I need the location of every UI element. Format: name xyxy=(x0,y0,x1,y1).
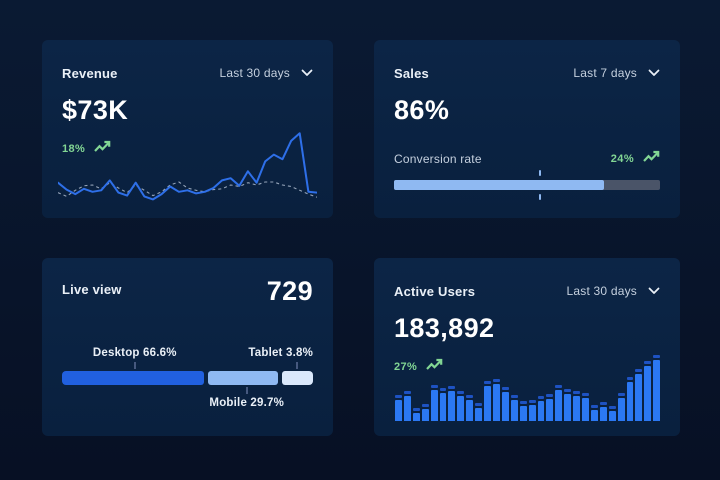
histogram-bar xyxy=(492,378,500,421)
histogram-bar xyxy=(564,389,572,421)
sales-range-select[interactable]: Last 7 days xyxy=(573,64,660,82)
device-split-bar xyxy=(62,371,313,385)
histogram-bar xyxy=(582,393,589,421)
active-users-range-label: Last 30 days xyxy=(566,284,637,298)
sales-card: Sales Last 7 days 86% Conversion rate 24… xyxy=(374,40,680,218)
progress-marker-bottom xyxy=(539,194,542,200)
active-users-title: Active Users xyxy=(394,283,476,299)
mobile-label: Mobile 29.7% xyxy=(209,397,285,409)
conversion-delta-badge: 24% xyxy=(611,150,660,168)
histogram-bar xyxy=(395,395,402,421)
active-users-range-select[interactable]: Last 30 days xyxy=(567,282,660,300)
conversion-delta: 24% xyxy=(610,153,634,165)
conversion-progress-fill xyxy=(394,180,605,190)
device-segment xyxy=(62,371,204,385)
sales-range-label: Last 7 days xyxy=(573,66,637,80)
histogram-bar xyxy=(519,401,527,421)
histogram-bar xyxy=(590,405,598,421)
revenue-card: Revenue Last 30 days $73K 18% xyxy=(42,40,333,218)
histogram-bar xyxy=(644,360,652,421)
conversion-section: Conversion rate 24% xyxy=(394,150,660,200)
active-users-delta: 27% xyxy=(394,361,418,373)
revenue-value: $73K xyxy=(62,95,129,125)
device-segment xyxy=(207,371,278,385)
trend-up-icon xyxy=(643,150,660,168)
desktop-label: Desktop 66.6% xyxy=(92,347,177,359)
histogram-bar xyxy=(528,399,536,421)
mobile-tick xyxy=(245,387,248,394)
histogram-bar xyxy=(448,386,456,421)
histogram-bar xyxy=(421,403,429,421)
sales-title: Sales xyxy=(394,65,429,81)
live-view-title: Live view xyxy=(62,282,122,297)
histogram-bar xyxy=(466,395,474,421)
histogram-bar xyxy=(573,391,581,421)
chevron-down-icon xyxy=(648,282,660,300)
active-users-bar-chart xyxy=(395,355,661,421)
conversion-progress-bar xyxy=(394,170,660,200)
revenue-range-select[interactable]: Last 30 days xyxy=(220,64,313,82)
histogram-bar xyxy=(599,401,607,421)
desktop-tick xyxy=(133,362,136,369)
histogram-bar xyxy=(555,384,563,421)
histogram-bar xyxy=(626,376,634,421)
revenue-range-label: Last 30 days xyxy=(219,66,290,80)
chevron-down-icon xyxy=(648,64,660,82)
active-users-header: Active Users Last 30 days xyxy=(394,282,660,300)
active-users-card: Active Users Last 30 days 183,892 27% xyxy=(374,258,680,436)
trend-up-icon xyxy=(426,358,443,376)
progress-marker-top xyxy=(539,170,542,176)
revenue-line-chart xyxy=(58,126,317,208)
histogram-bar xyxy=(403,391,411,421)
histogram-bar xyxy=(653,355,661,421)
revenue-card-header: Revenue Last 30 days xyxy=(62,64,313,82)
revenue-title: Revenue xyxy=(62,65,118,81)
histogram-bar xyxy=(501,386,509,421)
revenue-delta-badge: 18% xyxy=(62,140,313,158)
tablet-tick xyxy=(295,362,298,369)
live-view-card: Live view 729 Desktop 66.6% Tablet 3.8% … xyxy=(42,258,333,436)
histogram-bar xyxy=(484,380,491,421)
conversion-rate-label: Conversion rate xyxy=(394,152,482,166)
tablet-label: Tablet 3.8% xyxy=(248,347,313,359)
sales-value: 86% xyxy=(394,95,450,125)
histogram-bar xyxy=(537,395,545,421)
histogram-bar xyxy=(412,407,420,421)
histogram-bar xyxy=(510,395,518,421)
histogram-bar xyxy=(617,393,625,421)
histogram-bar xyxy=(439,388,447,421)
active-users-value: 183,892 xyxy=(394,313,495,343)
dashboard: Revenue Last 30 days $73K 18% Sales xyxy=(42,40,680,436)
histogram-bar xyxy=(608,405,616,421)
device-breakdown: Desktop 66.6% Tablet 3.8% Mobile 29.7% xyxy=(62,347,313,418)
chevron-down-icon xyxy=(301,64,313,82)
active-users-delta-badge: 27% xyxy=(394,358,660,376)
histogram-bar xyxy=(546,393,554,421)
revenue-delta: 18% xyxy=(62,143,86,155)
histogram-bar xyxy=(475,403,483,421)
sales-card-header: Sales Last 7 days xyxy=(394,64,660,82)
live-view-header: Live view 729 xyxy=(62,276,313,307)
histogram-bar xyxy=(635,368,643,421)
live-view-value: 729 xyxy=(266,276,313,306)
histogram-bar xyxy=(430,384,438,421)
histogram-bar xyxy=(457,391,465,421)
trend-up-icon xyxy=(94,140,111,158)
revenue-line-current xyxy=(58,132,317,201)
device-segment xyxy=(281,371,313,385)
